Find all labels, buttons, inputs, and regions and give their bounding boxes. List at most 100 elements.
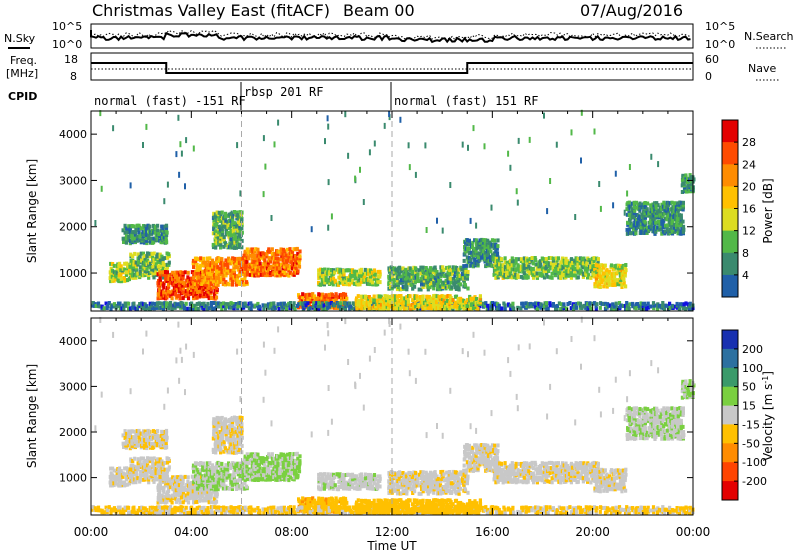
- power-cell: [277, 249, 281, 254]
- velocity-cell: [181, 475, 185, 480]
- velocity-cell: [161, 433, 165, 438]
- velocity-cell: [164, 428, 169, 433]
- power-cell: [427, 294, 432, 299]
- velocity-cell: [167, 457, 171, 461]
- power-cell: [318, 271, 323, 276]
- power-cell: [487, 262, 491, 267]
- power-cell: [550, 271, 554, 276]
- velocity-cell: [159, 486, 163, 491]
- power-cell: [388, 111, 391, 117]
- velocity-cell: [204, 489, 208, 494]
- power-cell: [322, 306, 326, 311]
- power-cell: [511, 301, 515, 306]
- power-cell: [166, 181, 169, 188]
- power-cell: [256, 273, 260, 278]
- velocity-cell: [204, 487, 208, 492]
- power-cell: [199, 288, 203, 293]
- power-cell: [671, 212, 675, 217]
- power-cell: [175, 288, 180, 292]
- power-cell: [661, 221, 665, 226]
- velocity-cell: [202, 482, 206, 487]
- power-cell: [592, 256, 596, 261]
- power-cell: [329, 301, 333, 305]
- power-cell: [468, 263, 472, 268]
- power-cell: [181, 296, 185, 301]
- power-cell: [156, 296, 160, 301]
- power-cell: [678, 302, 682, 307]
- power-cell: [249, 301, 253, 306]
- power-cell: [425, 227, 428, 233]
- power-cell: [513, 267, 517, 272]
- power-ytick-label: 1000: [59, 267, 87, 280]
- power-cell: [537, 304, 541, 308]
- power-cell: [649, 207, 653, 212]
- power-cell: [301, 301, 305, 306]
- power-cell: [658, 213, 662, 218]
- velocity-cell: [238, 476, 242, 481]
- power-cell: [432, 286, 436, 291]
- power-cell: [265, 268, 269, 273]
- power-cell: [561, 256, 565, 261]
- power-cell: [240, 277, 244, 282]
- velocity-cell: [139, 431, 143, 436]
- velocity-cell: [226, 470, 230, 475]
- power-cell: [327, 123, 330, 130]
- power-cell: [490, 263, 494, 268]
- power-cell: [495, 251, 500, 256]
- power-cell: [401, 296, 405, 301]
- power-cell: [692, 177, 696, 182]
- power-cell: [219, 245, 223, 250]
- power-cell: [360, 294, 364, 299]
- power-cell: [596, 267, 600, 272]
- power-cell: [385, 294, 389, 299]
- power-cell: [387, 274, 391, 279]
- power-cell: [528, 271, 532, 276]
- velocity-cell: [191, 463, 196, 468]
- power-cell: [446, 294, 450, 298]
- power-cell: [383, 122, 386, 129]
- power-cell: [115, 304, 119, 308]
- power-cell: [235, 259, 240, 264]
- power-cell: [433, 265, 437, 270]
- power-cell: [352, 269, 356, 274]
- velocity-cell: [130, 444, 134, 448]
- date-label: 07/Aug/2016: [580, 1, 683, 20]
- power-cell: [258, 261, 262, 266]
- power-cell: [645, 207, 649, 212]
- power-cell: [535, 306, 539, 311]
- power-cell: [309, 297, 313, 302]
- power-cell: [573, 303, 577, 308]
- power-cell: [360, 273, 364, 278]
- power-cell: [212, 227, 216, 231]
- power-cell: [281, 269, 285, 274]
- velocity-cell: [166, 487, 171, 492]
- power-cell: [148, 254, 152, 259]
- power-cell: [580, 109, 583, 116]
- power-cell: [619, 277, 624, 282]
- power-cell: [483, 255, 487, 260]
- power-cell: [501, 273, 505, 278]
- power-cell: [461, 274, 465, 279]
- power-cell: [154, 262, 158, 267]
- power-cell: [191, 261, 195, 266]
- power-cell: [249, 306, 253, 311]
- power-cell: [548, 301, 552, 306]
- power-cell: [466, 246, 470, 251]
- power-cell: [555, 141, 558, 148]
- power-cell: [164, 225, 169, 230]
- power-cell: [661, 213, 665, 218]
- power-cell: [510, 256, 514, 261]
- power-cell: [272, 256, 276, 261]
- power-cell: [233, 240, 237, 245]
- power-cell: [165, 233, 169, 237]
- power-cell: [209, 280, 213, 285]
- power-cell: [137, 260, 141, 265]
- velocity-cell: [150, 441, 154, 446]
- velocity-cell: [141, 456, 146, 461]
- velocity-cell: [143, 429, 147, 434]
- power-cell: [636, 223, 640, 228]
- power-cell: [336, 282, 341, 287]
- power-cell: [221, 273, 225, 278]
- power-cell: [405, 280, 409, 285]
- power-cell: [668, 306, 672, 310]
